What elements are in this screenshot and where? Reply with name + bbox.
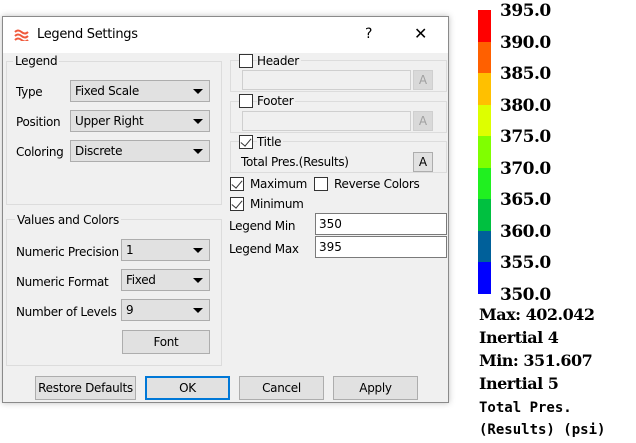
legend-level-label: 385.0 [500, 64, 551, 84]
coloring-label: Coloring [16, 145, 64, 159]
legend-group [6, 61, 222, 205]
legend-level-label: 370.0 [500, 158, 551, 179]
type-value: Fixed Scale [75, 84, 139, 98]
position-value: Upper Right [75, 114, 144, 128]
format-label: Numeric Format [16, 275, 109, 289]
levels-value: 9 [126, 303, 134, 317]
legend-color-band [478, 262, 491, 294]
help-button[interactable]: ? [365, 26, 373, 42]
coloring-value: Discrete [75, 144, 123, 158]
chevron-down-icon [193, 278, 203, 283]
header-label: Header [257, 54, 301, 68]
footer-font-button[interactable]: A [413, 111, 433, 131]
legend-title-line2: (Results) (psi) [479, 422, 606, 438]
legend-level-label: 350.0 [500, 284, 551, 305]
position-combo[interactable]: Upper Right [70, 110, 210, 132]
dialog-title: Legend Settings [37, 27, 138, 42]
header-input[interactable] [242, 70, 411, 90]
legend-color-band [478, 199, 491, 231]
coloring-combo[interactable]: Discrete [70, 140, 210, 162]
chevron-down-icon [193, 89, 203, 94]
legend-title-line1: Total Pres. [479, 400, 572, 416]
chevron-down-icon [193, 308, 203, 313]
levels-label: Number of Levels [16, 305, 117, 319]
legend-level-label: 390.0 [500, 32, 551, 53]
legend-min-label: Legend Min [229, 219, 296, 233]
legend-color-band [478, 230, 491, 263]
footer-checkbox[interactable] [239, 94, 253, 108]
legend-max-input[interactable]: 395 [315, 236, 447, 258]
levels-combo[interactable]: 9 [121, 299, 210, 321]
footer-group [230, 101, 447, 133]
precision-label: Numeric Precision [16, 245, 119, 259]
apply-button[interactable]: Apply [333, 376, 418, 400]
title-label: Title [257, 135, 284, 149]
cancel-button[interactable]: Cancel [239, 376, 324, 400]
precision-value: 1 [126, 243, 134, 257]
legend-level-label: 380.0 [500, 95, 551, 116]
legend-level-label: 360.0 [500, 221, 551, 242]
legend-color-band [478, 41, 491, 74]
title-checkbox[interactable] [239, 135, 253, 149]
legend-color-band [478, 136, 491, 168]
chevron-down-icon [193, 149, 203, 154]
legend-group-label: Legend [13, 54, 60, 68]
chevron-down-icon [193, 119, 203, 124]
minimum-label: Minimum [250, 197, 304, 211]
legend-max-location: Inertial 4 [479, 328, 559, 347]
title-font-button[interactable]: A [413, 152, 433, 172]
type-label: Type [16, 85, 43, 99]
legend-level-label: 365.0 [500, 190, 551, 210]
reverse-colors-checkbox[interactable] [314, 177, 328, 191]
maximum-checkbox[interactable] [230, 177, 244, 191]
legend-level-label: 355.0 [500, 253, 551, 273]
ok-button[interactable]: OK [145, 376, 230, 400]
format-combo[interactable]: Fixed [121, 269, 210, 291]
legend-min-text: Min: 351.607 [479, 351, 593, 370]
precision-combo[interactable]: 1 [121, 239, 210, 261]
header-font-button[interactable]: A [413, 70, 433, 90]
font-button[interactable]: Font [122, 330, 210, 354]
header-group [230, 60, 447, 92]
type-combo[interactable]: Fixed Scale [70, 80, 210, 102]
legend-color-band [478, 104, 491, 137]
legend-level-label: 375.0 [500, 127, 551, 147]
legend-min-input[interactable]: 350 [315, 213, 447, 235]
position-label: Position [16, 115, 61, 129]
reverse-colors-label: Reverse Colors [334, 177, 420, 191]
legend-min-location: Inertial 5 [479, 374, 559, 393]
format-value: Fixed [126, 273, 156, 287]
legend-level-label: 395.0 [500, 1, 551, 21]
maximum-label: Maximum [250, 177, 308, 191]
title-group [230, 141, 447, 173]
legend-max-label: Legend Max [229, 242, 299, 256]
restore-defaults-button[interactable]: Restore Defaults [35, 376, 136, 400]
legend-max-text: Max: 402.042 [479, 305, 595, 324]
values-group-label: Values and Colors [15, 213, 121, 227]
app-logo-icon [14, 29, 29, 41]
chevron-down-icon [193, 248, 203, 253]
legend-settings-dialog: Legend Settings ? ✕ Legend Type Fixed Sc… [2, 16, 449, 403]
header-checkbox[interactable] [239, 54, 253, 68]
footer-input[interactable] [242, 111, 411, 131]
legend-color-band [478, 10, 491, 42]
title-bar: Legend Settings ? ✕ [3, 17, 448, 53]
legend-color-band [478, 73, 491, 105]
legend-color-band [478, 167, 491, 200]
title-value[interactable]: Total Pres.(Results) [241, 155, 349, 169]
footer-label: Footer [257, 94, 296, 108]
minimum-checkbox[interactable] [230, 197, 244, 211]
close-button[interactable]: ✕ [414, 24, 428, 43]
